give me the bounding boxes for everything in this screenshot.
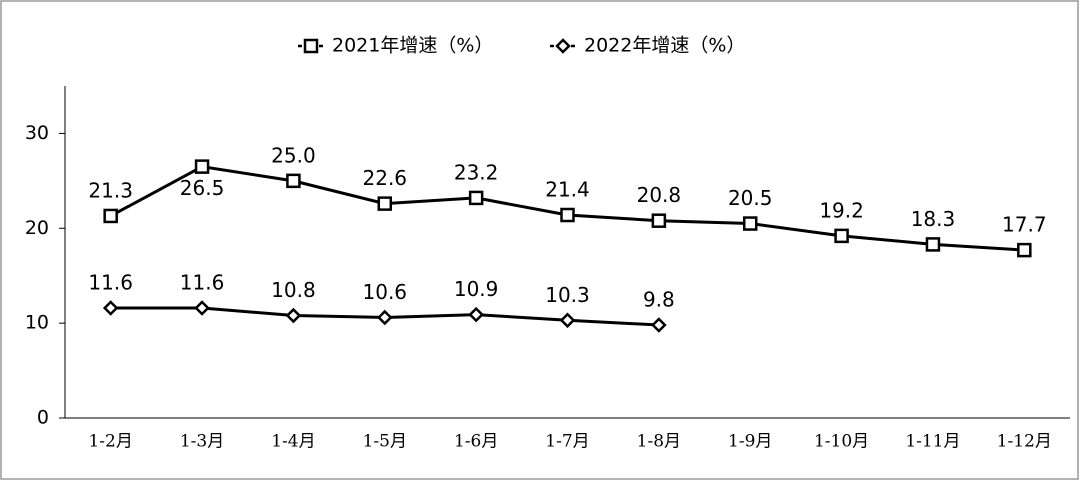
data-label: 9.8 <box>643 288 675 312</box>
x-tick-label: 1-7月 <box>545 432 589 452</box>
data-label: 21.3 <box>88 178 133 202</box>
marker <box>742 216 758 231</box>
y-tick-label: 10 <box>25 312 49 334</box>
x-tick-label: 1-10月 <box>814 432 869 452</box>
data-label: 10.3 <box>545 283 590 307</box>
x-tick-label: 1-2月 <box>88 432 132 452</box>
data-label: 19.2 <box>819 198 864 222</box>
data-label: 11.6 <box>88 270 133 294</box>
legend-marker <box>555 38 571 54</box>
marker <box>285 307 302 324</box>
legend-marker <box>303 38 319 54</box>
marker <box>925 237 941 252</box>
marker <box>468 190 484 206</box>
marker <box>560 207 575 223</box>
x-tick-label: 1-8月 <box>637 432 681 452</box>
marker <box>377 309 393 326</box>
data-label: 26.5 <box>180 176 225 200</box>
data-label: 10.6 <box>363 280 408 304</box>
x-tick-label: 1-9月 <box>728 432 772 452</box>
y-tick-label: 30 <box>25 122 49 144</box>
x-tick-label: 1-4月 <box>271 432 315 452</box>
data-label: 25.0 <box>271 143 316 167</box>
legend: 2021年增速（%） 2022年增速（%） <box>298 35 745 57</box>
x-tick-label: 1-3月 <box>180 432 224 452</box>
marker <box>102 300 119 316</box>
data-label: 20.5 <box>728 186 773 210</box>
data-label: 20.8 <box>637 183 682 207</box>
marker <box>286 173 301 189</box>
legend-label: 2021年增速（%） <box>332 35 493 57</box>
marker <box>834 228 849 244</box>
data-label: 10.8 <box>271 278 316 302</box>
data-label: 10.9 <box>454 277 499 301</box>
x-tick-label: 1-6月 <box>454 432 498 452</box>
legend-label: 2022年增速（%） <box>584 35 745 57</box>
marker <box>194 159 210 174</box>
marker <box>468 306 484 323</box>
x-tick-label: 1-5月 <box>363 432 407 452</box>
marker <box>103 208 118 224</box>
data-label: 21.4 <box>545 178 590 202</box>
data-label: 11.6 <box>180 270 225 294</box>
marker <box>194 300 210 316</box>
x-tick-label: 1-11月 <box>905 432 960 452</box>
data-label: 18.3 <box>911 207 956 231</box>
marker <box>377 196 393 211</box>
x-tick-label: 1-12月 <box>997 432 1052 452</box>
data-label: 23.2 <box>454 160 499 184</box>
data-label: 17.7 <box>1002 213 1047 237</box>
y-tick-label: 0 <box>37 407 49 429</box>
marker <box>651 317 667 333</box>
marker <box>559 312 576 329</box>
y-tick-label: 20 <box>25 217 49 239</box>
marker <box>651 213 667 228</box>
marker <box>1017 242 1032 258</box>
data-label: 22.6 <box>363 166 408 190</box>
